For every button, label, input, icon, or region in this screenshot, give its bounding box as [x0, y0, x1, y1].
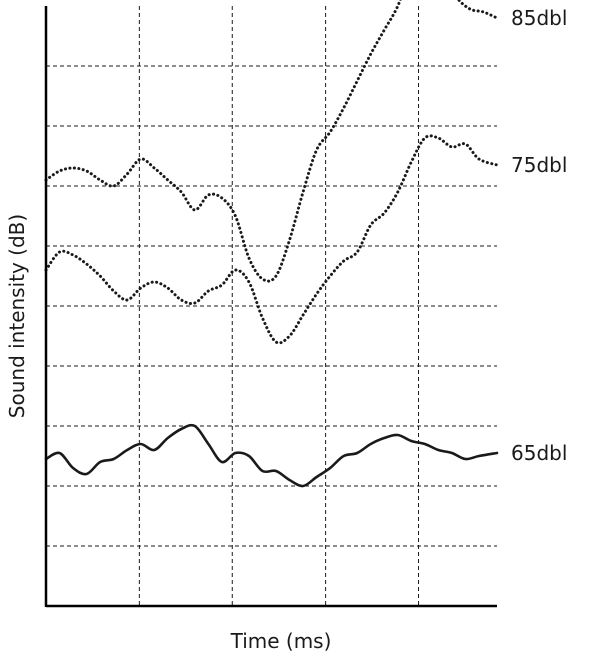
series-label-65dbl: 65dbl: [511, 441, 567, 465]
chart-axes: [44, 6, 497, 608]
series-line-65dbl: [44, 423, 499, 488]
x-axis-label: Time (ms): [230, 629, 332, 653]
y-axis-label: Sound intensity (dB): [5, 214, 29, 418]
series-label-85dbl: 85dbl: [511, 6, 567, 30]
chart-grid: [46, 6, 497, 606]
series-layer: [44, 0, 499, 488]
series-line-75dbl: [44, 134, 499, 345]
series-labels: 85dbl 75dbl 65dbl: [511, 6, 567, 465]
series-label-75dbl: 75dbl: [511, 153, 567, 177]
series-line-85dbl: [44, 0, 499, 283]
